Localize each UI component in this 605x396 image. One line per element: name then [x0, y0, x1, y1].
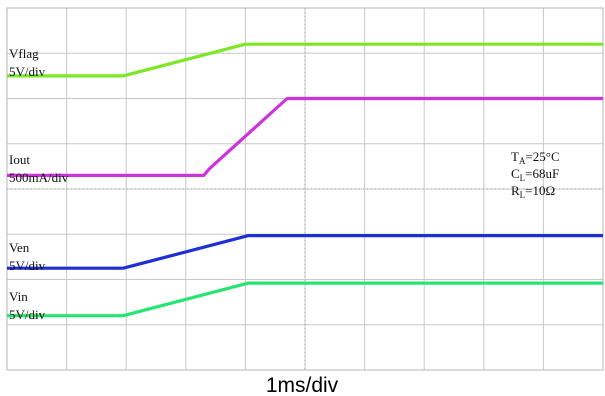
scope-frame: [6, 7, 604, 371]
timebase-label: 1ms/div: [266, 374, 339, 396]
trace-ven: [7, 234, 603, 270]
scope-grid: [6, 7, 604, 371]
condition-ambient-temp: TA=25°C: [511, 149, 560, 166]
trace-vin: [7, 281, 603, 318]
channel-scale-vin: 5V/div: [9, 307, 46, 322]
trace-iout: [7, 96, 603, 177]
channel-scale-vflag: 5V/div: [9, 64, 46, 79]
trace-vflag: [7, 42, 603, 78]
channel-name-vin: Vin: [9, 289, 28, 304]
channel-scale-ven: 5V/div: [9, 258, 46, 273]
scope-traces: [7, 42, 603, 318]
channel-name-iout: Iout: [9, 152, 30, 167]
channel-name-vflag: Vflag: [9, 46, 39, 61]
condition-load-resistance: RL=10Ω: [511, 183, 555, 200]
channel-name-ven: Ven: [9, 240, 30, 255]
condition-load-capacitance: CL=68uF: [511, 166, 559, 183]
channel-scale-iout: 500mA/div: [9, 170, 69, 185]
